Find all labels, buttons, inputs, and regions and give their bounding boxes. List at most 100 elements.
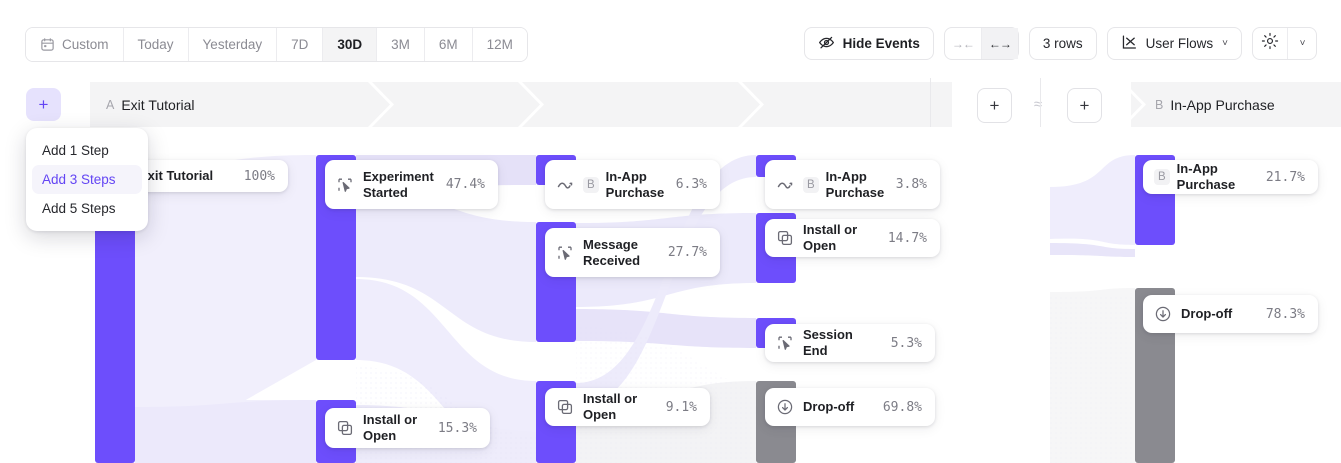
expand-arrows-button[interactable]: ←→ xyxy=(980,28,1018,59)
date-range-7d[interactable]: 7D xyxy=(277,28,324,61)
node-label: Drop-off xyxy=(803,399,855,414)
date-range-3m[interactable]: 3M xyxy=(377,28,425,61)
strip-background xyxy=(90,82,1341,127)
node-card-experiment-started[interactable]: Experiment Started 47.4% xyxy=(325,160,498,209)
fit-arrows-group: →← ←→ xyxy=(943,27,1019,60)
cursor-click-icon xyxy=(556,244,574,262)
node-card-message-received[interactable]: Message Received 27.7% xyxy=(545,228,720,277)
wave-divider-icon: ≈ xyxy=(1033,96,1043,113)
step-badge-b: B xyxy=(1155,97,1164,112)
settings-chevron-button[interactable]: ˅ xyxy=(1287,28,1316,59)
node-label: In-App Purchase xyxy=(1176,161,1236,192)
calendar-icon xyxy=(40,37,55,52)
node-percent: 5.3% xyxy=(890,335,922,351)
node-card-drop-off[interactable]: Drop-off 78.3% xyxy=(1143,295,1318,333)
node-percent: 6.3% xyxy=(675,177,707,192)
node-card-in-app-purchase[interactable]: B In-App Purchase 3.8% xyxy=(765,160,940,209)
copy-icon xyxy=(336,419,354,437)
hide-events-inner[interactable]: Hide Events xyxy=(805,28,933,59)
node-percent: 69.8% xyxy=(882,399,922,415)
step-start-name: Exit Tutorial xyxy=(121,96,195,113)
node-label: In-App Purchase xyxy=(825,168,885,200)
trend-icon xyxy=(776,176,794,194)
flow-bands xyxy=(135,155,1135,463)
node-card-session-end[interactable]: Session End 5.3% xyxy=(765,324,935,362)
add-step-end-button[interactable]: + xyxy=(1067,88,1102,123)
node-label: Session End xyxy=(803,327,853,358)
node-badge: B xyxy=(1154,169,1170,185)
flow-chart-icon xyxy=(1121,34,1138,54)
menu-item-add-3-steps[interactable]: Add 3 Steps xyxy=(32,165,142,194)
cursor-click-icon xyxy=(776,334,794,352)
node-card-in-app-purchase[interactable]: B In-App Purchase 6.3% xyxy=(545,160,720,209)
rows-selector[interactable]: 3 rows xyxy=(1028,27,1097,60)
node-label: Drop-off xyxy=(1181,306,1233,321)
date-range-12m-label: 12M xyxy=(486,37,513,52)
date-range-30d-label: 30D xyxy=(337,37,363,52)
node-percent: 78.3% xyxy=(1265,306,1305,322)
node-card-in-app-purchase[interactable]: B In-App Purchase 21.7% xyxy=(1143,160,1318,194)
menu-item-label: Add 1 Step xyxy=(42,143,109,158)
node-card-install-or-open[interactable]: Install or Open 9.1% xyxy=(545,388,710,426)
node-card-exit-tutorial[interactable]: Exit Tutorial 100% xyxy=(128,160,288,192)
node-card-install-or-open[interactable]: Install or Open 14.7% xyxy=(765,219,940,257)
toolbar-right-group: Hide Events →← ←→ 3 rows User Flows xyxy=(803,27,1317,60)
menu-item-label: Add 3 Steps xyxy=(42,172,116,187)
date-range-30d[interactable]: 30D xyxy=(323,28,378,61)
date-range-6m[interactable]: 6M xyxy=(424,28,473,61)
date-range-today-label: Today xyxy=(137,37,174,52)
node-label: Install or Open xyxy=(803,222,858,253)
menu-item-add-5-steps[interactable]: Add 5 Steps xyxy=(32,194,142,223)
node-badge: B xyxy=(583,176,599,193)
add-step-button[interactable]: + xyxy=(26,88,61,121)
date-range-segmented-control[interactable]: Custom Today Yesterday 7D 30D 3M 6M 12M xyxy=(25,27,528,62)
menu-item-add-1-step[interactable]: Add 1 Step xyxy=(32,136,142,165)
date-range-7d-label: 7D xyxy=(291,37,309,52)
node-percent: 21.7% xyxy=(1265,169,1305,185)
collapse-arrows-button[interactable]: →← xyxy=(945,28,981,59)
chevron-down-icon: ˅ xyxy=(1299,38,1306,49)
cursor-click-icon xyxy=(336,176,354,194)
toolbar: Custom Today Yesterday 7D 30D 3M 6M 12M xyxy=(0,0,1341,74)
settings-group: ˅ xyxy=(1252,27,1317,60)
add-step-mid-label: + xyxy=(989,95,1000,115)
menu-item-label: Add 5 Steps xyxy=(42,201,116,216)
node-card-install-or-open[interactable]: Install or Open 15.3% xyxy=(325,408,490,448)
gear-icon xyxy=(1261,32,1279,55)
step-badge-a: A xyxy=(106,97,115,112)
node-card-drop-off[interactable]: Drop-off 69.8% xyxy=(765,388,935,426)
copy-icon xyxy=(556,398,574,416)
add-step-end-label: + xyxy=(1079,95,1090,115)
view-mode-selector[interactable]: User Flows ˅ xyxy=(1106,27,1242,60)
hide-events-button[interactable]: Hide Events xyxy=(803,27,934,60)
date-range-custom-label: Custom xyxy=(62,37,109,52)
gear-button[interactable] xyxy=(1253,28,1287,59)
node-label: Experiment Started xyxy=(363,168,434,200)
date-range-custom[interactable]: Custom xyxy=(26,28,124,61)
node-label: Message Received xyxy=(583,236,641,268)
date-range-yesterday-label: Yesterday xyxy=(202,37,263,52)
node-percent: 3.8% xyxy=(895,177,927,192)
date-range-3m-label: 3M xyxy=(391,37,410,52)
node-percent: 9.1% xyxy=(665,399,697,415)
node-percent: 47.4% xyxy=(445,177,485,192)
rows-label: 3 rows xyxy=(1042,36,1083,51)
node-label: Install or Open xyxy=(583,391,638,422)
node-percent: 27.7% xyxy=(667,245,707,260)
chevron-down-icon: ˅ xyxy=(1222,38,1228,49)
step-end-name: In-App Purchase xyxy=(1170,96,1275,113)
step-header-strip: A Exit Tutorial + ≈ + B In-App Purchase xyxy=(90,82,1341,127)
rows-inner[interactable]: 3 rows xyxy=(1030,28,1096,59)
node-badge: B xyxy=(803,176,819,193)
hide-events-label: Hide Events xyxy=(842,36,920,51)
node-percent: 100% xyxy=(243,168,275,184)
date-range-12m[interactable]: 12M xyxy=(472,28,527,61)
date-range-yesterday[interactable]: Yesterday xyxy=(188,28,278,61)
add-step-mid-button[interactable]: + xyxy=(977,88,1012,123)
date-range-today[interactable]: Today xyxy=(123,28,189,61)
view-mode-inner[interactable]: User Flows ˅ xyxy=(1108,28,1241,59)
plus-icon: + xyxy=(38,94,49,114)
node-label: In-App Purchase xyxy=(605,168,665,200)
add-step-menu: Add 1 Step Add 3 Steps Add 5 Steps xyxy=(26,128,148,231)
